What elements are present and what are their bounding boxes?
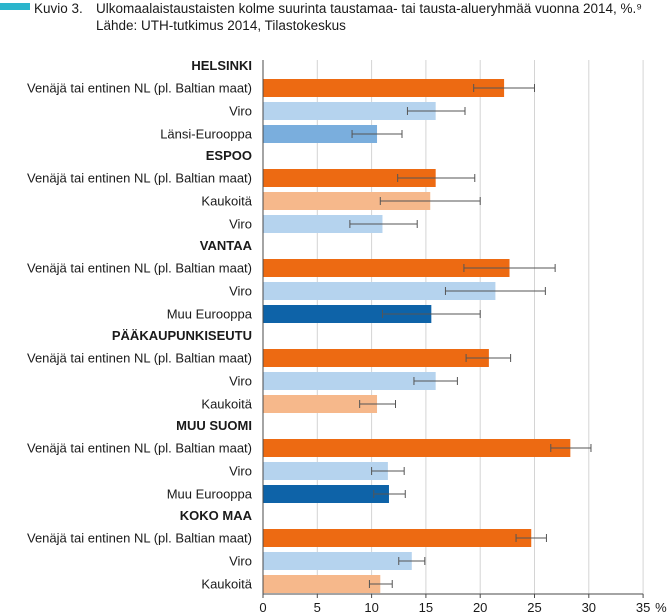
x-tick-label: 10 — [364, 600, 378, 615]
group-label: MUU SUOMI — [176, 418, 252, 433]
category-label: Viro — [229, 104, 252, 119]
bar — [263, 305, 432, 323]
bar — [263, 282, 496, 300]
group-label: VANTAA — [200, 238, 253, 253]
bar — [263, 259, 510, 277]
category-label: Kaukoitä — [201, 194, 252, 209]
x-tick-label: 25 — [527, 600, 541, 615]
bar — [263, 575, 381, 593]
x-tick-label: 20 — [473, 600, 487, 615]
bar — [263, 552, 412, 570]
bar — [263, 529, 532, 547]
bar — [263, 462, 388, 480]
category-label: Venäjä tai entinen NL (pl. Baltian maat) — [27, 351, 252, 366]
bar — [263, 215, 383, 233]
bar — [263, 125, 378, 143]
group-label: KOKO MAA — [180, 508, 253, 523]
x-tick-label: 30 — [582, 600, 596, 615]
group-label: PÄÄKAUPUNKISEUTU — [112, 328, 252, 343]
category-label: Viro — [229, 464, 252, 479]
x-axis-unit-label: % — [655, 600, 667, 615]
category-label: Venäjä tai entinen NL (pl. Baltian maat) — [27, 171, 252, 186]
category-label: Venäjä tai entinen NL (pl. Baltian maat) — [27, 531, 252, 546]
bar — [263, 485, 389, 503]
bar — [263, 349, 489, 367]
group-label: HELSINKI — [191, 58, 252, 73]
category-label: Viro — [229, 284, 252, 299]
bar — [263, 102, 436, 120]
category-label: Muu Eurooppa — [167, 487, 253, 502]
bar — [263, 169, 436, 187]
x-tick-label: 35 — [636, 600, 650, 615]
x-tick-label: 15 — [419, 600, 433, 615]
bar — [263, 395, 378, 413]
group-label: ESPOO — [206, 148, 252, 163]
figure-label: Kuvio 3. — [34, 1, 83, 16]
category-label: Viro — [229, 217, 252, 232]
x-tick-label: 0 — [259, 600, 266, 615]
figure-header: Kuvio 3. Ulkomaalaistaustaisten kolme su… — [0, 0, 668, 40]
figure-title: Ulkomaalaistaustaisten kolme suurinta ta… — [96, 1, 643, 33]
bar — [263, 372, 436, 390]
category-label: Venäjä tai entinen NL (pl. Baltian maat) — [27, 81, 252, 96]
bar — [263, 439, 571, 457]
category-label: Venäjä tai entinen NL (pl. Baltian maat) — [27, 261, 252, 276]
category-label: Kaukoitä — [201, 397, 252, 412]
category-label: Länsi-Eurooppa — [160, 127, 253, 142]
category-label: Venäjä tai entinen NL (pl. Baltian maat) — [27, 441, 252, 456]
header-accent-bar — [0, 3, 30, 10]
category-label: Viro — [229, 374, 252, 389]
category-label: Viro — [229, 554, 252, 569]
bar — [263, 192, 431, 210]
category-label: Muu Eurooppa — [167, 307, 253, 322]
bar — [263, 79, 505, 97]
category-label: Kaukoitä — [201, 577, 252, 592]
x-tick-label: 5 — [314, 600, 321, 615]
